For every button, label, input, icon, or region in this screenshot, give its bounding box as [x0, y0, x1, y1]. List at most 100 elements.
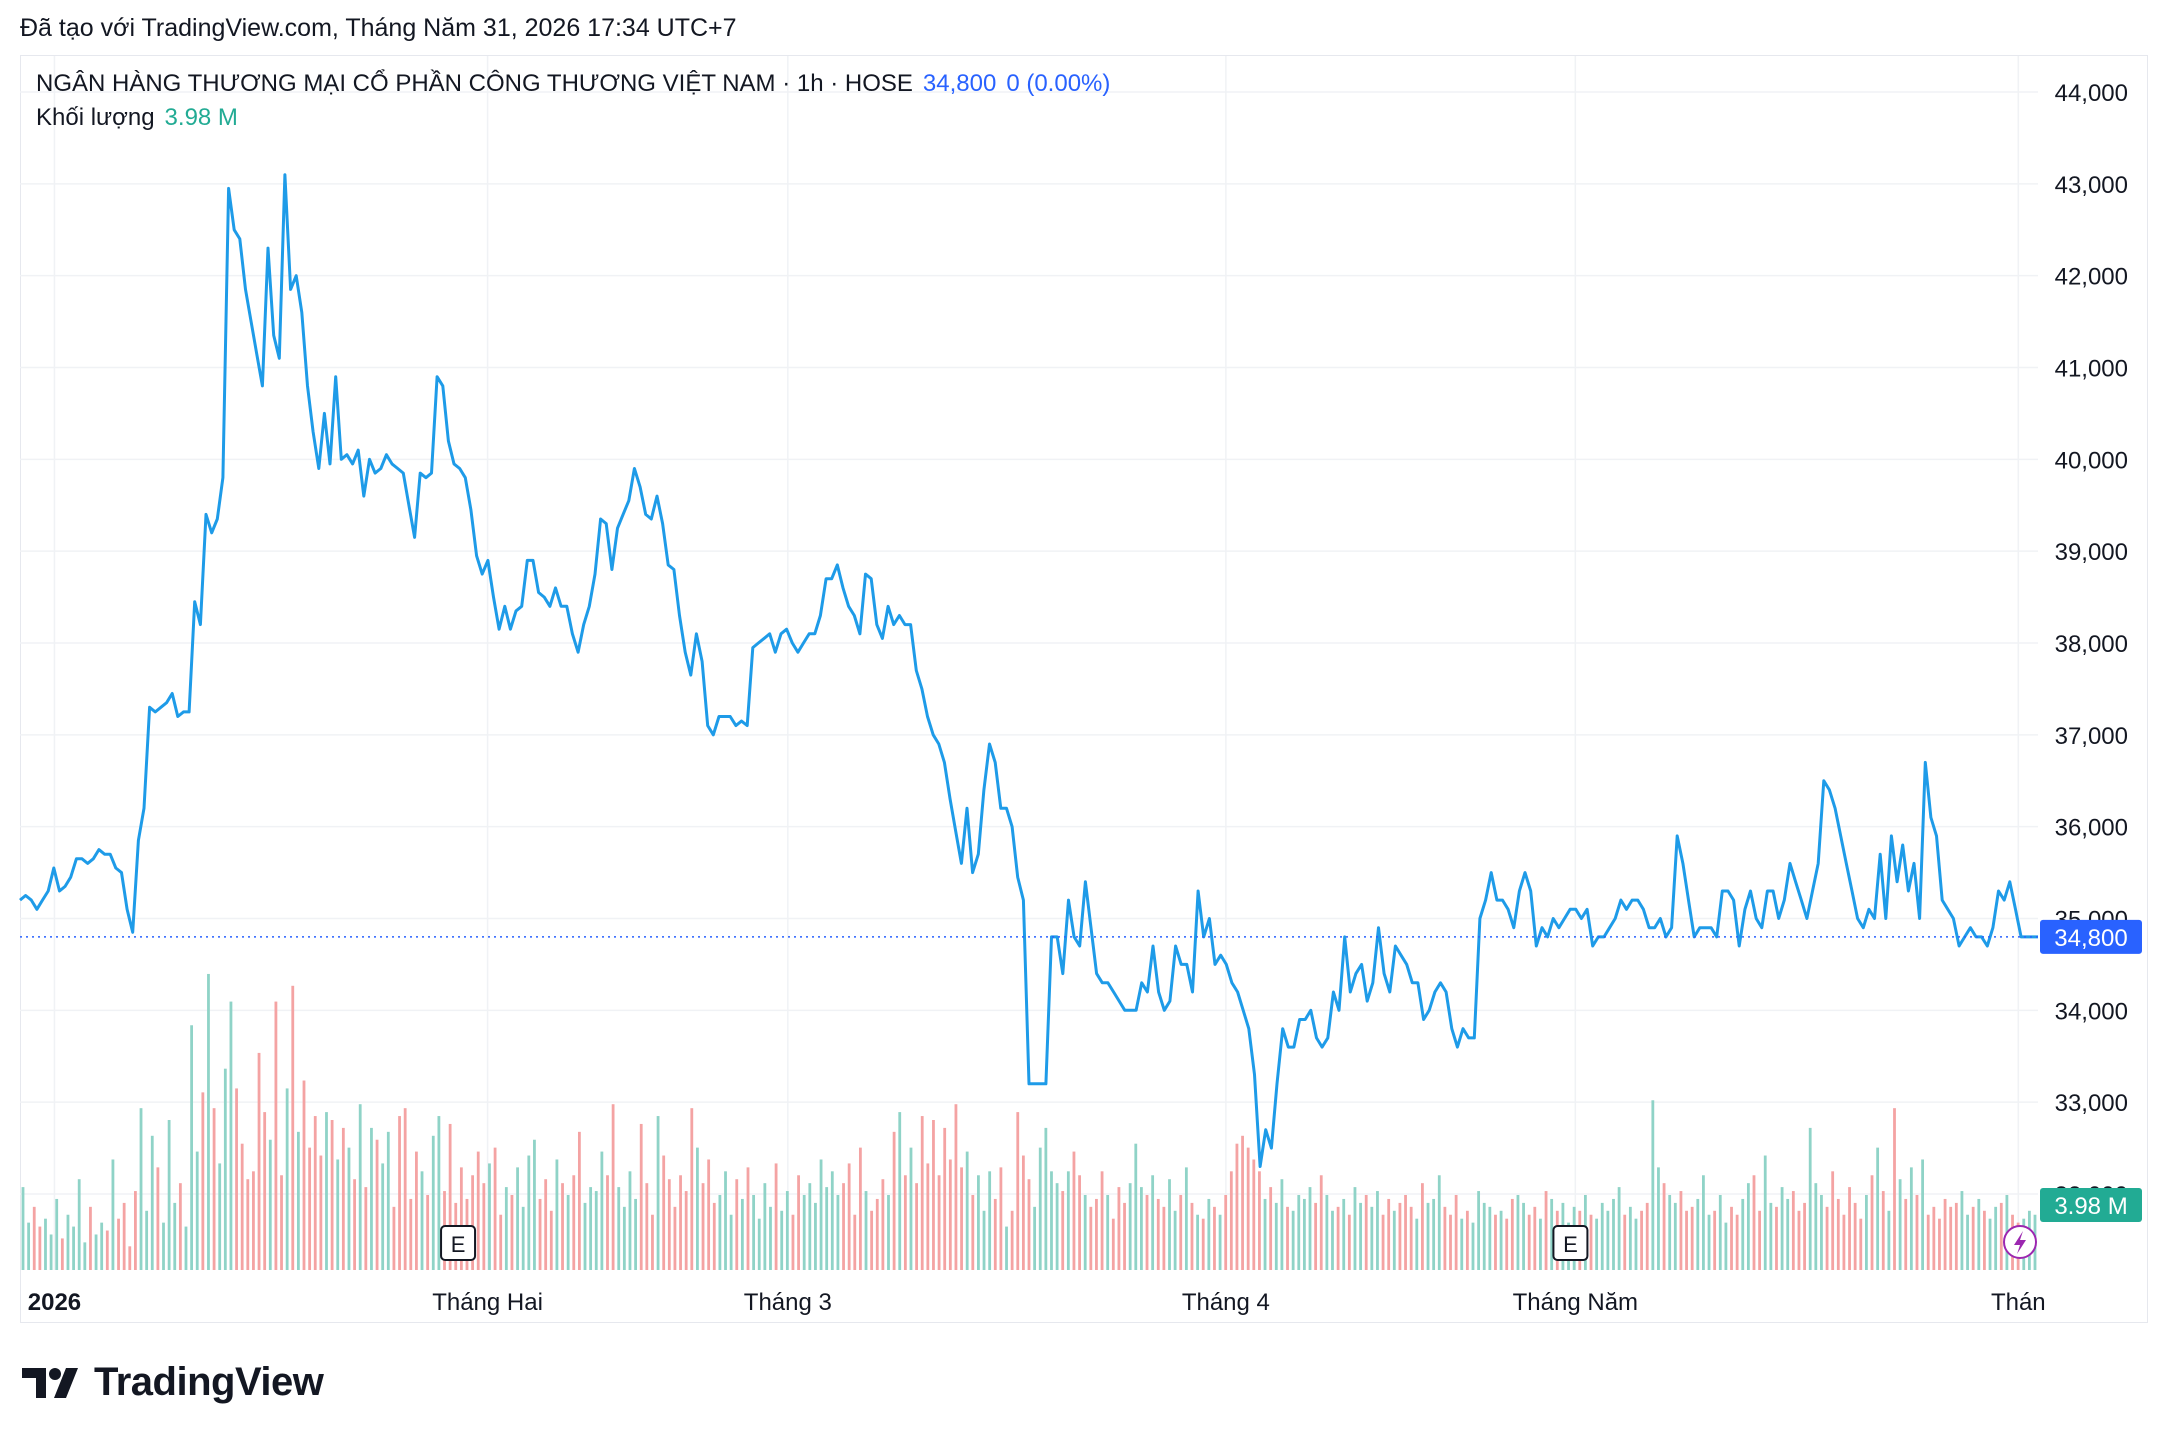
- volume-bar: [1522, 1202, 1525, 1270]
- volume-bar: [757, 1218, 761, 1270]
- y-tick-label: 42,000: [2055, 264, 2128, 291]
- volume-bar: [1510, 1198, 1514, 1270]
- volume-bar: [1421, 1183, 1424, 1270]
- volume-bar: [1224, 1195, 1228, 1270]
- volume-bar: [1943, 1198, 1947, 1270]
- volume-bar: [825, 1187, 829, 1270]
- volume-bar: [257, 1052, 261, 1270]
- volume-bar: [280, 1175, 283, 1270]
- volume-bar: [920, 1116, 924, 1270]
- y-tick-label: 33,000: [2055, 1090, 2128, 1117]
- volume-bar: [1168, 1179, 1171, 1270]
- volume-label: Khối lượng: [36, 104, 155, 131]
- volume-bar: [1347, 1214, 1351, 1270]
- volume-bar: [1977, 1198, 1981, 1270]
- time-axis[interactable]: 2026 Tháng Hai Tháng 3 Tháng 4 Tháng Năm Thán: [28, 1289, 2046, 1316]
- volume-bar: [1482, 1202, 1486, 1270]
- symbol-legend[interactable]: NGÂN HÀNG THƯƠNG MẠI CỔ PHẦN CÔNG THƯƠNG…: [36, 70, 1110, 98]
- volume-bar: [1100, 1171, 1104, 1270]
- volume-bar: [1820, 1195, 1823, 1270]
- volume-bar: [223, 1068, 227, 1270]
- volume-bar: [577, 1131, 581, 1270]
- volume-bar: [1398, 1202, 1402, 1270]
- volume-bar: [1696, 1198, 1700, 1270]
- volume-bar: [1488, 1206, 1492, 1270]
- volume-bar: [898, 1112, 902, 1270]
- volume-bar: [201, 1092, 205, 1270]
- volume-bar: [1983, 1210, 1986, 1270]
- volume-bar: [190, 1025, 194, 1270]
- volume-bar: [875, 1198, 879, 1270]
- volume-bar: [1263, 1198, 1267, 1270]
- volume-bar: [679, 1175, 682, 1270]
- volume-bar: [1050, 1171, 1053, 1270]
- volume-bar: [1404, 1195, 1407, 1270]
- volume-bar: [1078, 1175, 1081, 1270]
- volume-bar: [499, 1214, 503, 1270]
- volume-bar: [960, 1167, 963, 1270]
- tradingview-footer[interactable]: TradingView: [22, 1360, 324, 1405]
- volume-bar: [1842, 1214, 1846, 1270]
- volume-bar: [1898, 1179, 1902, 1270]
- volume-bar: [1870, 1175, 1874, 1270]
- volume-bar: [83, 1242, 87, 1270]
- price-axis[interactable]: 44,000 43,000 42,000 41,000 40,000 39,000 38,0…: [2055, 80, 2128, 1209]
- volume-bar: [1331, 1210, 1334, 1270]
- volume-bar: [1359, 1202, 1362, 1270]
- volume-bar: [1033, 1206, 1037, 1270]
- volume-bar: [533, 1139, 536, 1270]
- volume-bar: [386, 1131, 390, 1270]
- volume-bar: [774, 1163, 778, 1270]
- volume-bar: [1274, 1202, 1278, 1270]
- volume-bar: [791, 1214, 795, 1270]
- volume-bar: [1128, 1183, 1132, 1270]
- volume-bar: [977, 1175, 980, 1270]
- volume-bar: [1044, 1127, 1048, 1270]
- volume-bar: [1735, 1214, 1739, 1270]
- volume-bar: [993, 1198, 997, 1270]
- volume-bar: [1235, 1143, 1239, 1270]
- volume-bar: [1156, 1198, 1160, 1270]
- volume-bar: [594, 1191, 598, 1270]
- tradingview-brand: TradingView: [94, 1360, 324, 1404]
- volume-bar: [111, 1159, 115, 1270]
- volume-bar: [229, 1001, 233, 1270]
- volume-bar: [49, 1234, 53, 1270]
- volume-legend[interactable]: Khối lượng 3.98 M: [36, 104, 238, 132]
- volume-bar: [1465, 1210, 1469, 1270]
- volume-bar: [1106, 1195, 1110, 1270]
- volume-bar: [769, 1206, 772, 1270]
- volume-bar: [1758, 1210, 1762, 1270]
- volume-bar: [1909, 1167, 1913, 1270]
- volume-bar: [1426, 1202, 1430, 1270]
- volume-bar: [1364, 1195, 1368, 1270]
- volume-bar: [1308, 1187, 1312, 1270]
- volume-bar: [1392, 1210, 1396, 1270]
- volume-bar: [544, 1179, 548, 1270]
- volume-bar: [1184, 1167, 1188, 1270]
- volume-bar: [1949, 1206, 1953, 1270]
- volume-bar: [77, 1179, 81, 1270]
- volume-bar: [870, 1210, 874, 1270]
- volume-bar: [1662, 1183, 1666, 1270]
- volume-bar: [1302, 1198, 1306, 1270]
- volume-bar: [296, 1131, 300, 1270]
- volume-bar: [459, 1167, 463, 1270]
- chart-frame[interactable]: [20, 55, 2148, 1323]
- volume-bar: [398, 1116, 401, 1270]
- volume-bar: [572, 1175, 576, 1270]
- volume-bar: [156, 1167, 160, 1270]
- volume-bar: [1960, 1191, 1964, 1270]
- volume-bar: [21, 1187, 25, 1270]
- volume-bar: [105, 1230, 109, 1270]
- volume-bar: [1291, 1210, 1295, 1270]
- earnings-marker-icon: [440, 1225, 477, 1261]
- volume-bar: [1140, 1187, 1143, 1270]
- volume-bar: [673, 1206, 677, 1270]
- earnings-marker-icon: [1552, 1225, 1589, 1261]
- x-tick-label: Tháng 4: [1182, 1289, 1270, 1316]
- volume-tag-label: 3.98 M: [2054, 1193, 2127, 1220]
- volume-bar: [341, 1127, 345, 1270]
